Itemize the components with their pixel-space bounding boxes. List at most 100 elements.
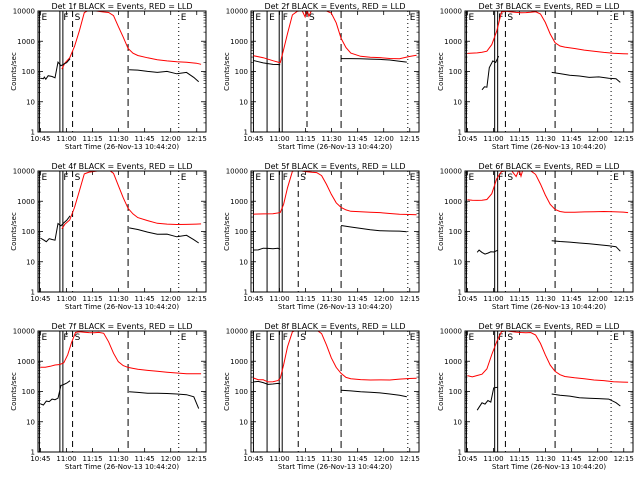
- x-tick-label: 11:45: [562, 295, 582, 303]
- marker-label: E: [613, 173, 619, 183]
- y-tick-label: 10000: [440, 168, 462, 176]
- y-tick-label: 10000: [13, 168, 35, 176]
- x-tick-label: 11:15: [295, 135, 315, 143]
- x-tick-label: 12:00: [588, 295, 608, 303]
- y-tick-label: 1000: [230, 198, 248, 206]
- y-tick-label: 1: [244, 129, 248, 137]
- series-line-black: [481, 55, 621, 91]
- marker-label: E: [269, 173, 275, 183]
- y-tick-label: 1000: [230, 38, 248, 46]
- x-tick-label: 12:15: [614, 295, 634, 303]
- series-line-red: [467, 331, 629, 383]
- y-axis-label: Counts/sec: [10, 212, 18, 251]
- panel-1: Det 1f BLACK = Events, RED = LLD 10:45 11:…: [10, 2, 207, 151]
- x-tick-label: 12:00: [588, 135, 608, 143]
- y-tick-label: 100: [449, 228, 462, 236]
- panel-title: Det 5f BLACK = Events, RED = LLD: [264, 162, 405, 171]
- marker-label: S: [300, 333, 306, 343]
- marker-label: F: [63, 333, 68, 343]
- plot-frame: [37, 330, 207, 453]
- panel-6: Det 6f BLACK = Events, RED = LLD 10:45 11:…: [437, 162, 634, 311]
- marker-label: F: [283, 173, 288, 183]
- y-tick-label: 1: [31, 129, 35, 137]
- x-tick-label: 12:15: [187, 455, 207, 463]
- y-tick-label: 1000: [230, 358, 248, 366]
- marker-label: E: [410, 173, 416, 183]
- x-tick-label: 10:45: [243, 455, 263, 463]
- marker-label: E: [255, 333, 261, 343]
- x-tick-label: 11:45: [562, 135, 582, 143]
- panel-title: Det 1f BLACK = Events, RED = LLD: [51, 2, 192, 11]
- marker-label: E: [41, 173, 47, 183]
- plot-frame: [464, 170, 634, 293]
- x-tick-label: 12:00: [161, 295, 181, 303]
- marker-label: S: [507, 173, 513, 183]
- series-line-red: [61, 171, 202, 230]
- y-axis-label: Counts/sec: [10, 52, 18, 91]
- x-tick-label: 10:45: [30, 135, 50, 143]
- marker-label: E: [255, 173, 261, 183]
- x-tick-label: 10:45: [30, 295, 50, 303]
- plot-frame: [250, 330, 420, 453]
- y-tick-label: 10000: [13, 328, 35, 336]
- y-tick-label: 10: [26, 418, 35, 426]
- series-line-black: [476, 240, 621, 255]
- x-tick-label: 11:45: [135, 295, 155, 303]
- x-tick-label: 11:45: [348, 295, 368, 303]
- y-tick-label: 100: [449, 68, 462, 76]
- x-tick-label: 11:45: [348, 455, 368, 463]
- x-tick-label: 12:00: [374, 135, 394, 143]
- y-tick-label: 1: [458, 129, 462, 137]
- series-line-red: [467, 11, 629, 55]
- x-tick-label: 12:00: [161, 135, 181, 143]
- y-tick-label: 100: [449, 388, 462, 396]
- y-tick-label: 10: [239, 418, 248, 426]
- y-tick-label: 100: [22, 388, 35, 396]
- y-tick-label: 100: [235, 388, 248, 396]
- x-axis-label: Start Time (26-Nov-13 10:44:20): [65, 463, 179, 471]
- marker-label: E: [181, 333, 187, 343]
- y-tick-label: 1000: [17, 38, 35, 46]
- y-tick-label: 10000: [226, 328, 248, 336]
- x-tick-label: 11:15: [295, 295, 315, 303]
- plot-frame: [464, 10, 634, 133]
- marker-label: S: [75, 13, 81, 23]
- series-line-red: [61, 11, 202, 70]
- series-line-black: [476, 386, 621, 411]
- y-tick-label: 10: [26, 258, 35, 266]
- x-tick-label: 11:00: [269, 295, 289, 303]
- x-tick-label: 11:15: [509, 455, 529, 463]
- marker-label: F: [498, 13, 503, 23]
- x-tick-label: 11:15: [509, 295, 529, 303]
- marker-label: S: [300, 173, 306, 183]
- marker-label: E: [410, 13, 416, 23]
- x-tick-label: 10:45: [457, 295, 477, 303]
- marker-label: E: [468, 333, 474, 343]
- panel-title: Det 3f BLACK = Events, RED = LLD: [478, 2, 619, 11]
- marker-label: F: [498, 173, 503, 183]
- x-tick-label: 11:15: [509, 135, 529, 143]
- marker-label: S: [507, 13, 513, 23]
- x-axis-label: Start Time (26-Nov-13 10:44:20): [492, 143, 606, 151]
- panel-title: Det 8f BLACK = Events, RED = LLD: [264, 322, 405, 331]
- y-tick-label: 100: [235, 68, 248, 76]
- x-tick-label: 11:45: [562, 455, 582, 463]
- y-tick-label: 1: [31, 289, 35, 297]
- y-tick-label: 10000: [440, 8, 462, 16]
- x-tick-label: 11:00: [56, 295, 76, 303]
- x-axis-label: Start Time (26-Nov-13 10:44:20): [278, 463, 392, 471]
- x-tick-label: 12:15: [614, 135, 634, 143]
- x-tick-label: 11:00: [483, 455, 503, 463]
- marker-label: F: [63, 13, 68, 23]
- x-tick-label: 11:45: [135, 455, 155, 463]
- x-tick-label: 10:45: [457, 455, 477, 463]
- x-tick-label: 10:45: [457, 135, 477, 143]
- plot-frame: [250, 10, 420, 133]
- y-axis-label: Counts/sec: [437, 52, 445, 91]
- marker-label: S: [75, 173, 81, 183]
- x-tick-label: 11:15: [82, 455, 102, 463]
- x-tick-label: 12:15: [400, 455, 420, 463]
- marker-label: E: [269, 13, 275, 23]
- marker-label: E: [181, 173, 187, 183]
